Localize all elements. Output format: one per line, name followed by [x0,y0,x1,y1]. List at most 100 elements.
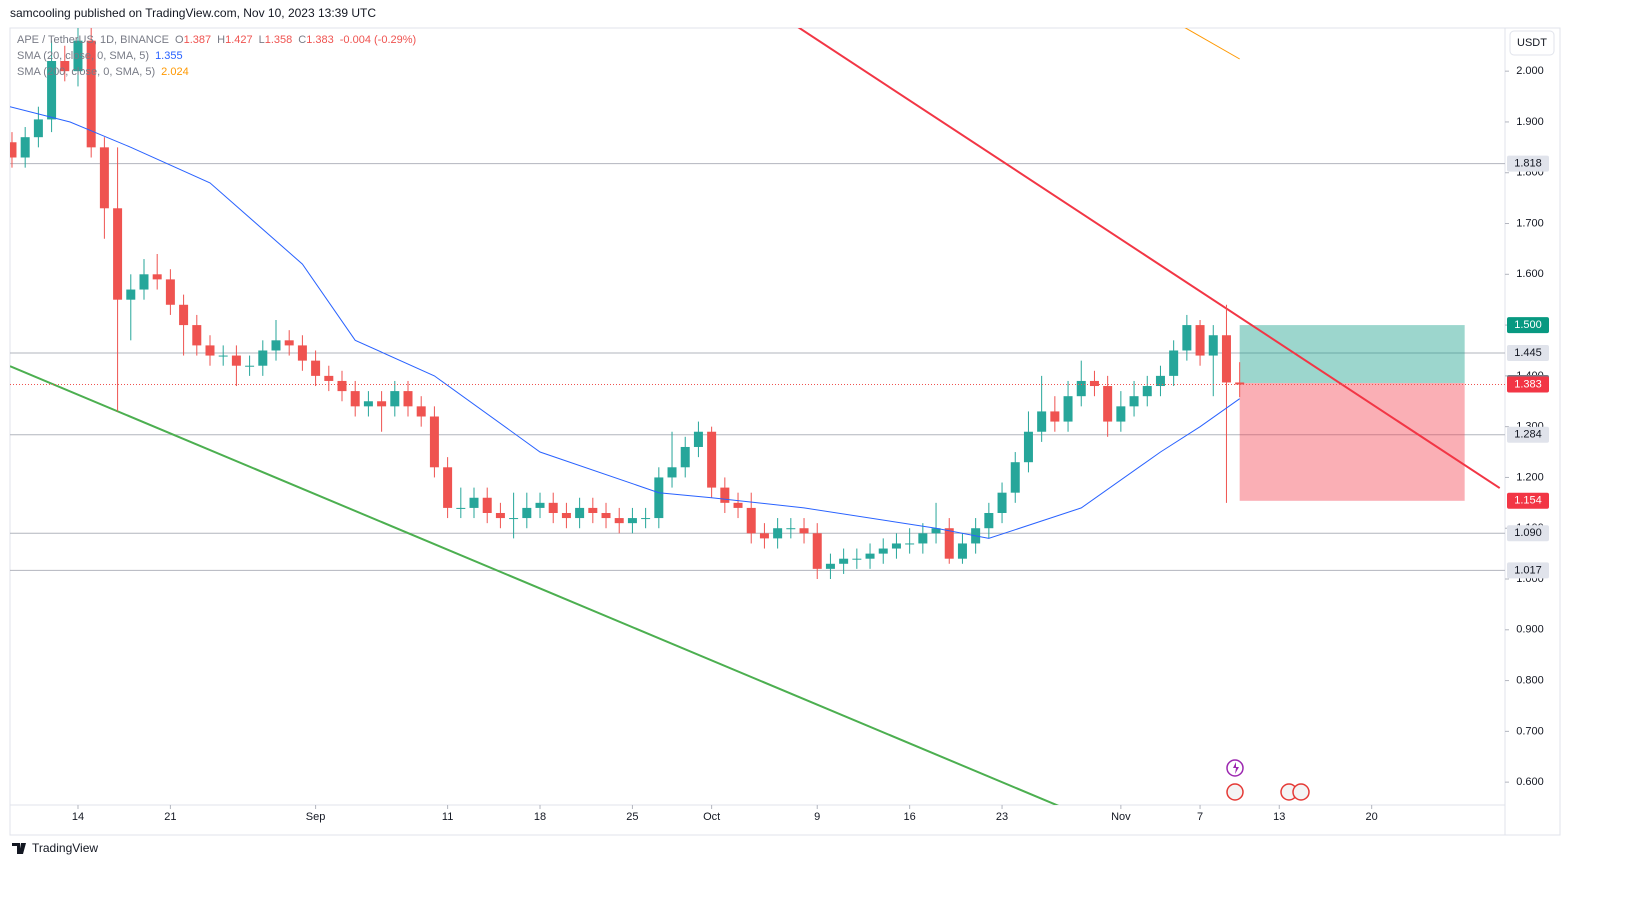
candle-body [126,289,136,300]
x-tick-label: 9 [814,811,820,823]
y-tick-label: 1.600 [1516,268,1544,280]
y-tick-label: 1.200 [1516,471,1544,483]
frame [9,27,1561,836]
legend-line: SMA (200, close, 0, SMA, 5) 2.024 [17,66,189,78]
candle-body [73,40,83,72]
x-tick-label: 21 [164,811,176,823]
candle-body [839,558,849,564]
x-tick-label: 16 [904,811,916,823]
candle-body [1050,411,1060,422]
event-bolt [1233,762,1239,774]
legend-text: SMA (200, close, 0, SMA, 5) [17,66,155,78]
candle-body [905,543,915,545]
candle-body [1089,380,1099,387]
y-tick-label: 0.800 [1516,674,1544,686]
candle-body [1221,335,1231,383]
sma-line [1184,28,1240,60]
candle-body [522,507,532,519]
candle-body [429,416,439,468]
currency-button[interactable] [1509,30,1555,56]
x-tick-label: 23 [996,811,1008,823]
candle-body [1235,382,1245,385]
legend-text: L [259,34,265,46]
candle-body [852,558,862,560]
footer-logo [12,843,26,854]
x-tick-label: 20 [1366,811,1378,823]
candle-body [192,325,202,346]
legend-text: SMA (20, close, 0, SMA, 5) [17,50,149,62]
legend-text: 1.427 [225,34,253,46]
sma-line [10,106,1240,539]
candle-body [918,533,928,544]
candle-body [205,345,215,356]
candle-body [179,304,189,326]
level-label-bg [1507,426,1549,443]
legend-text: -0.004 (-0.29%) [340,34,416,46]
x-tick-label: 13 [1273,811,1285,823]
candle-body [1142,386,1152,397]
candle-body [1076,380,1086,397]
candle-body [535,502,545,508]
candle-body [759,533,769,539]
stop-label: 1.154 [1514,495,1542,507]
x-tick-label: 7 [1197,811,1203,823]
level-label-bg [1507,562,1549,579]
legend-text: 1.387 [184,34,212,46]
candle-body [667,467,677,478]
candle-body [1182,325,1192,351]
candle-body [1129,396,1139,407]
level-label: 1.818 [1514,158,1542,170]
candle-body [1155,375,1165,387]
candle-body [707,431,717,488]
candle-body [957,543,967,559]
x-tick-label: Nov [1111,811,1131,823]
target-label: 1.500 [1514,319,1542,331]
level-label: 1.445 [1514,347,1542,359]
x-tick-label: 25 [626,811,638,823]
candle-body [1063,396,1073,422]
x-tick-label: 18 [534,811,546,823]
footer: TradingView [32,841,98,855]
candle-body [601,512,611,519]
candle-body [693,431,703,447]
candle-body [641,518,651,520]
level-label-bg [1507,155,1549,172]
candle-body [482,497,492,513]
header: samcooling published on TradingView.com,… [10,6,376,20]
x-tick-label: Oct [703,811,720,823]
candle-body [786,528,796,530]
candle-body [469,497,479,508]
candle-body [733,502,743,508]
candle-body [324,375,334,381]
y-tick-label: 0.700 [1516,725,1544,737]
legend-text: 1.383 [306,34,334,46]
price-label-bg [1507,376,1549,393]
candle-body [773,528,783,539]
candle-body [350,391,360,407]
level-label: 1.090 [1514,527,1542,539]
legend-text: 1.355 [155,50,183,62]
candle-body [746,507,756,534]
candle-body [931,528,941,534]
currency-label: USDT [1517,37,1547,49]
candle-body [614,518,624,524]
candle-body [60,61,70,72]
candle-body [509,518,519,520]
candle-body [311,360,321,376]
event-flag[interactable] [1226,783,1244,801]
candle-body [271,340,281,351]
candle-body [231,355,241,366]
candle-body [548,502,558,513]
plot [10,28,1505,805]
legend-text: APE / TetherUS, 1D, BINANCE [17,34,169,46]
event-flag[interactable] [1292,783,1310,801]
candle-body [1037,411,1047,432]
x-tick-label: 11 [442,811,453,823]
candle-body [377,401,387,407]
y-tick-label: 0.600 [1516,776,1544,788]
candle-body [1103,386,1113,422]
legend-line: APE / TetherUS, 1D, BINANCE O1.387 H1.427 L… [17,34,416,46]
